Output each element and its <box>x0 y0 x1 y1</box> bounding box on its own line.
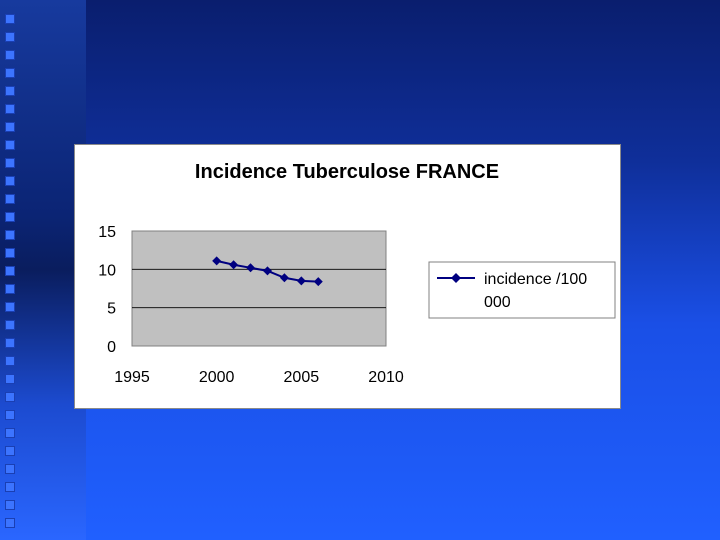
sidebar-square <box>5 212 15 222</box>
data-point-marker <box>246 263 256 273</box>
sidebar-square <box>5 86 15 96</box>
chart-title: Incidence Tuberculose FRANCE <box>195 161 499 183</box>
legend-series-marker <box>451 273 461 283</box>
sidebar-square <box>5 338 15 348</box>
sidebar-square <box>5 446 15 456</box>
y-tick-label: 5 <box>107 301 116 318</box>
legend: incidence /100 000 <box>428 261 616 319</box>
sidebar-square <box>5 500 15 510</box>
sidebar-square <box>5 68 15 78</box>
sidebar-square <box>5 410 15 420</box>
sidebar-square <box>5 230 15 240</box>
y-tick-label: 10 <box>98 262 116 279</box>
sidebar-square <box>5 356 15 366</box>
sidebar-square <box>5 176 15 186</box>
sidebar-square <box>5 428 15 438</box>
sidebar-square <box>5 158 15 168</box>
sidebar-square <box>5 392 15 402</box>
sidebar-square <box>5 50 15 60</box>
x-tick-label: 2000 <box>199 369 235 386</box>
sidebar-square <box>5 140 15 150</box>
sidebar-square <box>5 32 15 42</box>
sidebar-square <box>5 284 15 294</box>
chart-frame: Incidence Tuberculose FRANCE 1995 2000 200… <box>74 144 621 409</box>
y-tick-label: 0 <box>107 339 116 356</box>
sidebar-square <box>5 320 15 330</box>
sidebar-square <box>5 482 15 492</box>
sidebar-square <box>5 122 15 132</box>
x-tick-label: 1995 <box>114 369 150 386</box>
data-point-marker <box>313 277 323 287</box>
sidebar-square <box>5 104 15 114</box>
data-point-marker <box>279 273 289 283</box>
y-axis-ticks: 0 5 10 15 <box>98 224 116 356</box>
data-point-marker <box>212 256 222 266</box>
sidebar-square <box>5 518 15 528</box>
slide-sidebar-band <box>0 0 86 540</box>
plot-area <box>131 230 387 347</box>
sidebar-square <box>5 194 15 204</box>
x-tick-label: 2010 <box>368 369 404 386</box>
y-tick-label: 15 <box>98 224 116 241</box>
legend-label-line-1: incidence /100 <box>484 271 587 288</box>
x-tick-label: 2005 <box>284 369 320 386</box>
sidebar-square <box>5 248 15 258</box>
chart-svg: Incidence Tuberculose FRANCE 1995 2000 200… <box>98 161 616 386</box>
sidebar-square <box>5 374 15 384</box>
x-axis-ticks: 1995 2000 2005 2010 <box>114 369 404 386</box>
series-layer <box>212 256 323 287</box>
sidebar-square <box>5 302 15 312</box>
legend-box <box>428 261 616 319</box>
sidebar-square <box>5 464 15 474</box>
legend-label-line-2: 000 <box>484 294 511 311</box>
data-point-marker <box>296 276 306 286</box>
data-point-marker <box>229 260 239 270</box>
sidebar-square-column <box>5 14 19 534</box>
sidebar-square <box>5 266 15 276</box>
data-point-marker <box>262 266 272 276</box>
sidebar-square <box>5 14 15 24</box>
